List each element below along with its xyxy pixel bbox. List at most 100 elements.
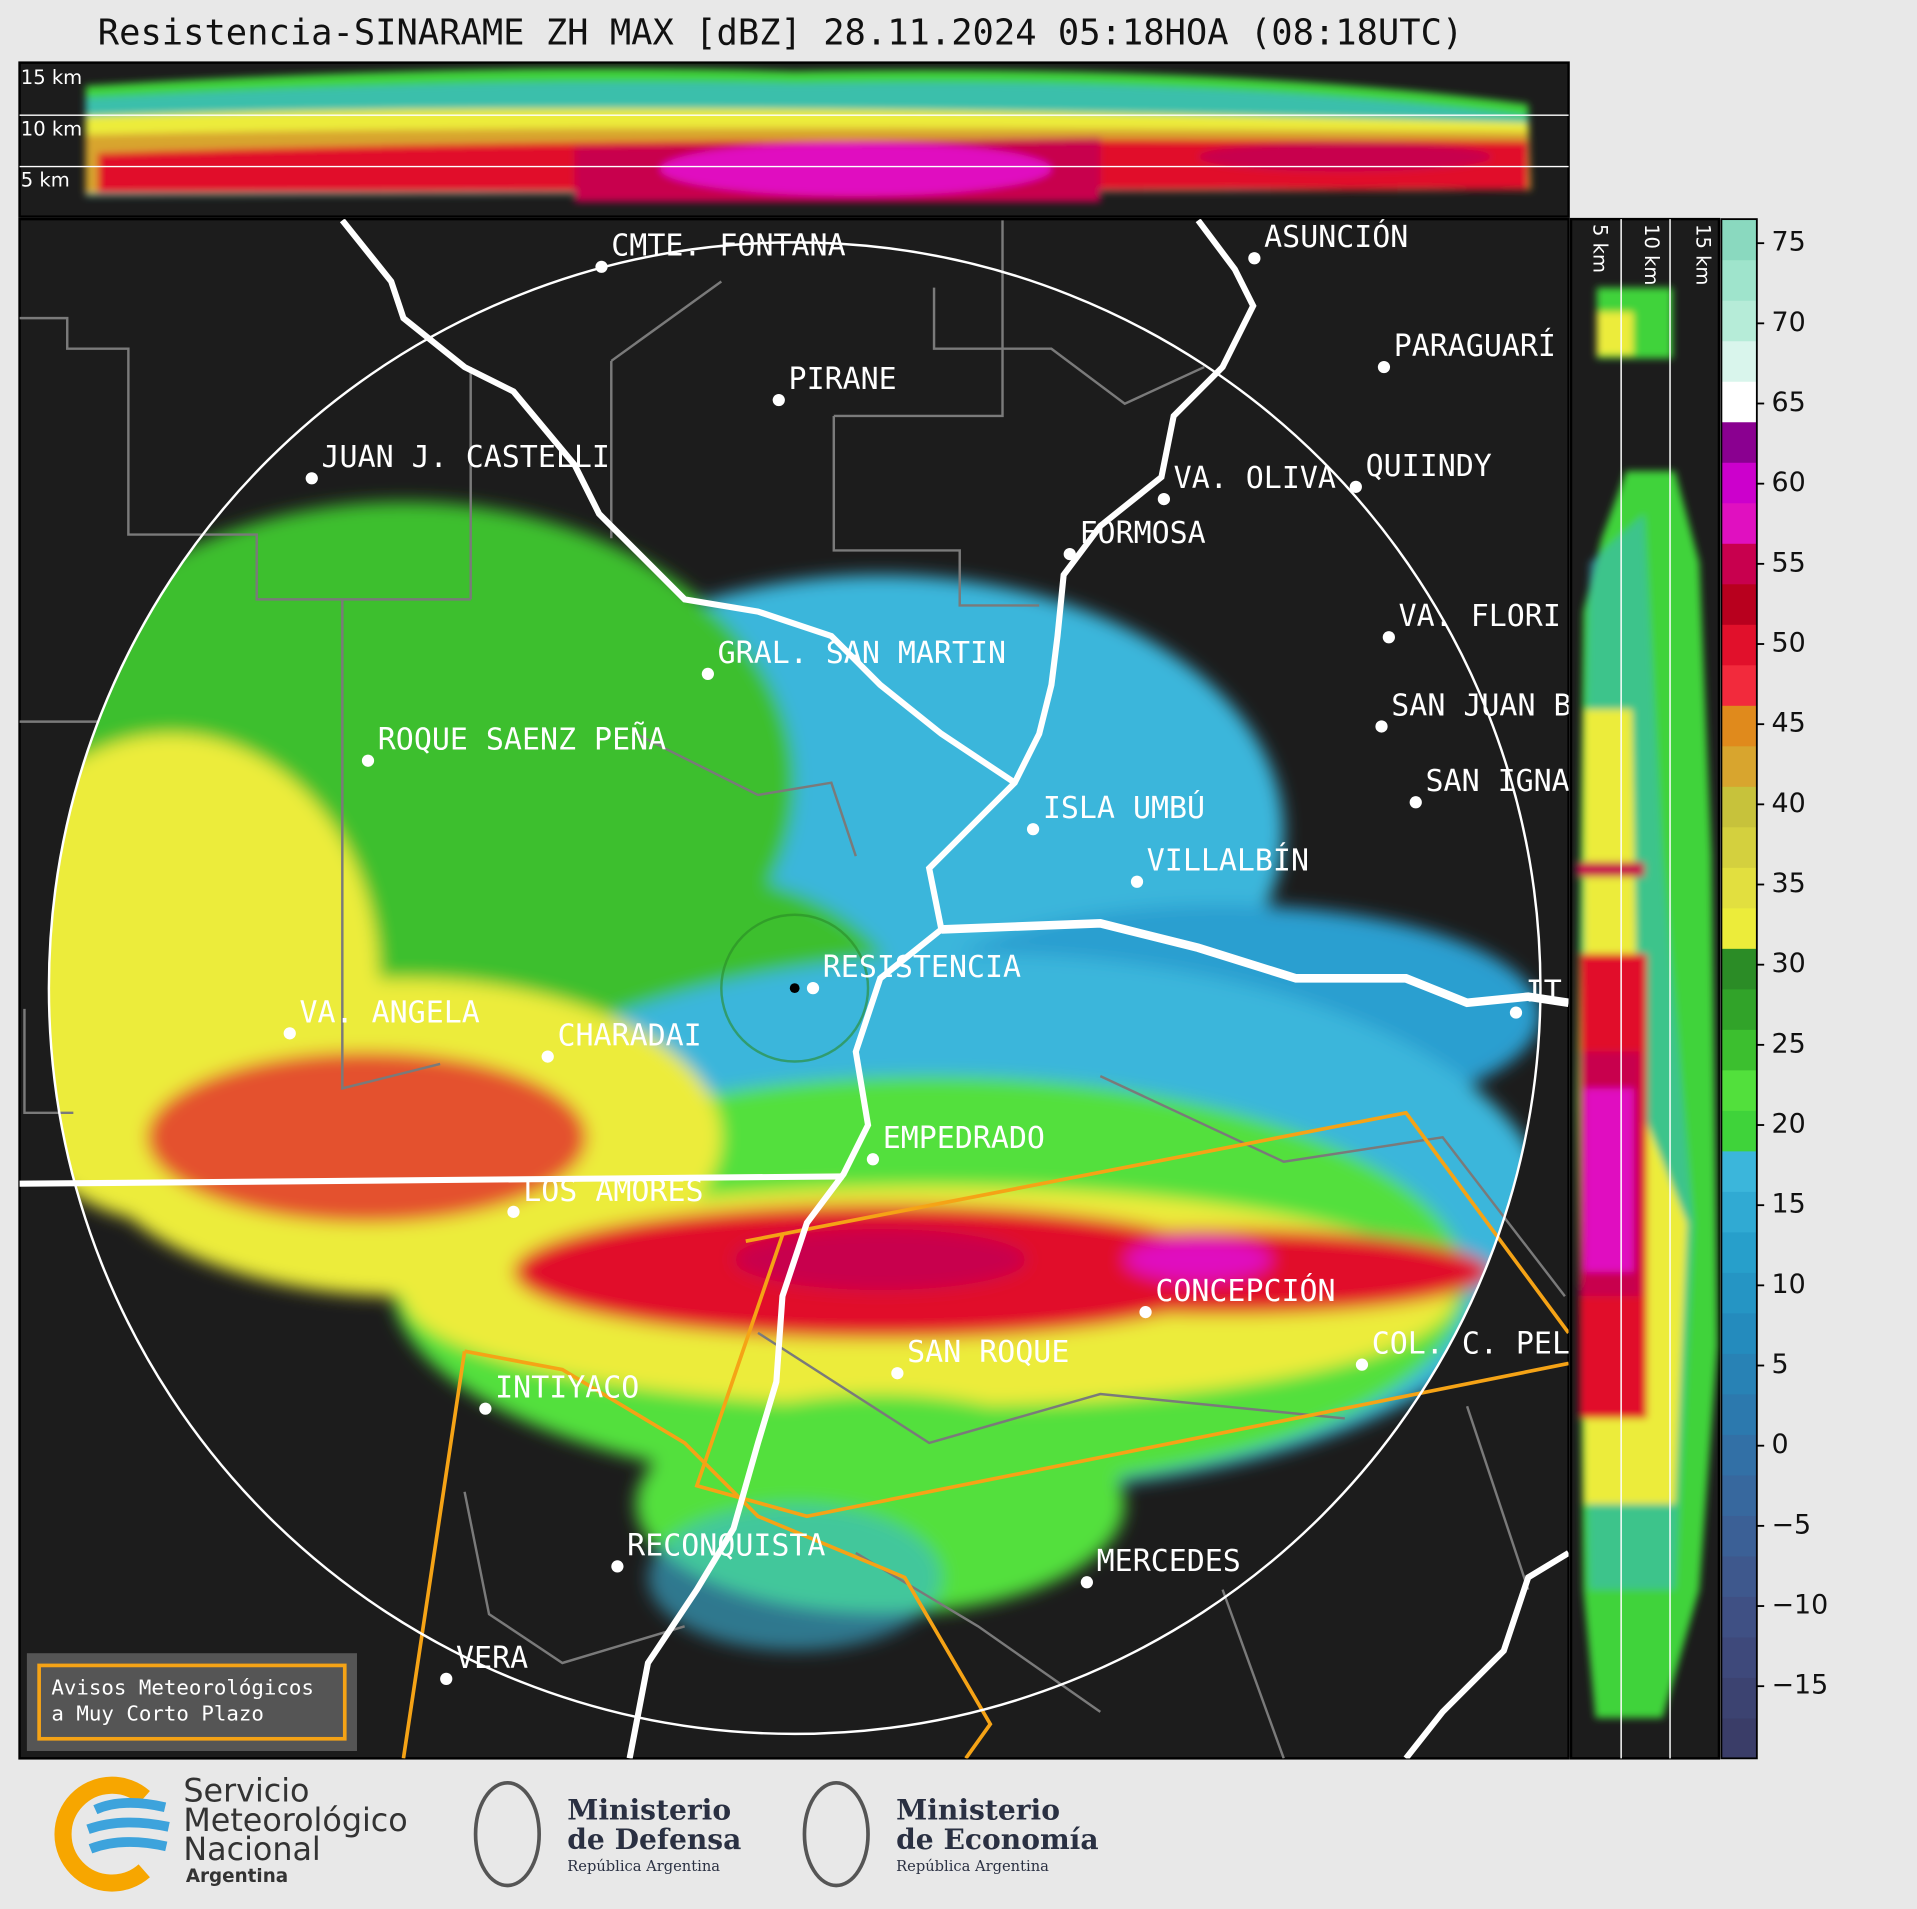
- city-dot: [772, 393, 785, 407]
- colorbar-tick-label: 75: [1772, 227, 1806, 258]
- colorbar-segment: [1721, 1677, 1757, 1719]
- city-dot: [1382, 631, 1395, 644]
- colorbar-segment: [1721, 1515, 1757, 1557]
- warning-text: Avisos Meteorológicos: [51, 1676, 314, 1700]
- city-dot: [1355, 1358, 1369, 1371]
- city-label: VA. OLIVA: [1174, 461, 1336, 496]
- city-label: VERA: [456, 1641, 528, 1676]
- city-label: MERCEDES: [1097, 1544, 1241, 1579]
- city-dot: [1377, 360, 1391, 374]
- colorbar-tick-label: 60: [1772, 467, 1806, 498]
- logo-text: República Argentina: [567, 1858, 720, 1875]
- colorbar-segment: [1721, 259, 1757, 301]
- city-label: PARAGUARÍ: [1394, 328, 1556, 364]
- logo-text: República Argentina: [896, 1858, 1049, 1875]
- colorbar-segment: [1721, 1110, 1757, 1152]
- colorbar-segment: [1721, 867, 1757, 909]
- city-dot: [595, 260, 608, 273]
- colorbar-tick-label: −15: [1772, 1670, 1829, 1701]
- colorbar-tick-label: 25: [1772, 1028, 1806, 1059]
- city-dot: [283, 1027, 296, 1040]
- warning-border: [37, 1663, 347, 1741]
- colorbar-tick-label: 45: [1772, 708, 1806, 739]
- logo-text: Meteorológico: [183, 1803, 407, 1839]
- city-dot: [1349, 480, 1362, 493]
- colorbar-segment: [1721, 583, 1757, 625]
- city-label: JUAN J. CASTELLI: [322, 440, 610, 475]
- colorbar-tick-label: 0: [1772, 1429, 1789, 1460]
- city-dot: [1063, 547, 1076, 561]
- city-dot: [1375, 720, 1388, 733]
- city-dot: [440, 1672, 453, 1685]
- colorbar-segment: [1721, 1272, 1757, 1314]
- echo-layer: [48, 501, 1541, 1651]
- colorbar-segment: [1721, 1312, 1757, 1354]
- logo-text: Servicio: [183, 1774, 309, 1810]
- city-label: ASUNCIÓN: [1264, 218, 1408, 255]
- colorbar-segment: [1721, 1150, 1757, 1192]
- city-label: ISLA UMBÚ: [1043, 789, 1205, 826]
- colorbar-segment: [1721, 1069, 1757, 1111]
- colorbar-tick-label: 20: [1772, 1109, 1806, 1140]
- smn-logo: [54, 1776, 170, 1892]
- city-label: RESISTENCIA: [823, 950, 1021, 985]
- colorbar-segment: [1721, 219, 1757, 261]
- city-label: PIRANE: [789, 362, 897, 397]
- colorbar-segment: [1721, 1353, 1757, 1395]
- city-label: GRAL. SAN MARTIN: [718, 636, 1006, 671]
- warning-box[interactable]: [26, 1653, 357, 1752]
- city-label: CMTE. FONTANA: [611, 229, 845, 264]
- colorbar-segment: [1721, 421, 1757, 463]
- logo-text: de Economía: [896, 1823, 1098, 1856]
- logo-text: Ministerio: [567, 1794, 731, 1827]
- range-ring: [47, 241, 1542, 1736]
- city-dot: [361, 754, 375, 767]
- colorbar-segment: [1721, 1555, 1757, 1597]
- city-dot: [806, 982, 820, 995]
- height-label: 10 km: [21, 117, 82, 140]
- colorbar-tick-label: −10: [1772, 1590, 1829, 1621]
- city-label: VILLALBÍN: [1147, 843, 1309, 879]
- colorbar-segment: [1721, 1231, 1757, 1273]
- city-label: CHARADAI: [557, 1019, 701, 1054]
- colorbar-tick-label: 5: [1772, 1349, 1789, 1380]
- colorbar-segment: [1721, 786, 1757, 828]
- logo-text: Ministerio: [896, 1794, 1060, 1827]
- city-dot: [1026, 823, 1040, 836]
- city-label: QUIINDY: [1366, 449, 1492, 484]
- logo-text: Argentina: [186, 1866, 288, 1887]
- title: Resistencia-SINARAME ZH MAX [dBZ] 28.11.…: [98, 13, 1463, 54]
- city-layer: CMTE. FONTANA PIRANE JUAN J. CASTELLI GRAL.…: [283, 218, 1570, 1685]
- colorbar-segment: [1721, 948, 1757, 990]
- city-label: SAN IGNA: [1426, 764, 1570, 799]
- city-dot: [611, 1560, 624, 1573]
- colorbar-segment: [1721, 664, 1757, 706]
- height-label: 10 km: [1640, 224, 1663, 285]
- height-label: 15 km: [21, 66, 82, 89]
- colorbar-tick-label: −5: [1772, 1509, 1812, 1540]
- logo-text: Nacional: [183, 1832, 320, 1868]
- colorbar-segment: [1721, 1434, 1757, 1476]
- colorbar-segment: [1721, 340, 1757, 382]
- city-dot: [1409, 796, 1422, 809]
- city-dot: [891, 1367, 904, 1380]
- height-label: 5 km: [21, 169, 70, 192]
- city-dot: [1080, 1576, 1093, 1589]
- city-dot: [701, 667, 714, 681]
- city-label: CONCEPCIÓN: [1155, 1272, 1335, 1309]
- colorbar-segment: [1721, 1474, 1757, 1516]
- side-echo: [1577, 287, 1718, 1718]
- colorbar-tick-label: 65: [1772, 387, 1806, 418]
- city-dot: [1130, 875, 1144, 888]
- height-label: 15 km: [1691, 224, 1714, 285]
- city-dot: [1248, 252, 1261, 265]
- colorbar-segment: [1721, 745, 1757, 787]
- colorbar-segment: [1721, 826, 1757, 868]
- logo-text: de Defensa: [567, 1823, 741, 1856]
- colorbar-segment: [1721, 705, 1757, 747]
- city-dot: [541, 1050, 554, 1063]
- colorbar-segment: [1721, 988, 1757, 1030]
- city-dot: [305, 472, 318, 485]
